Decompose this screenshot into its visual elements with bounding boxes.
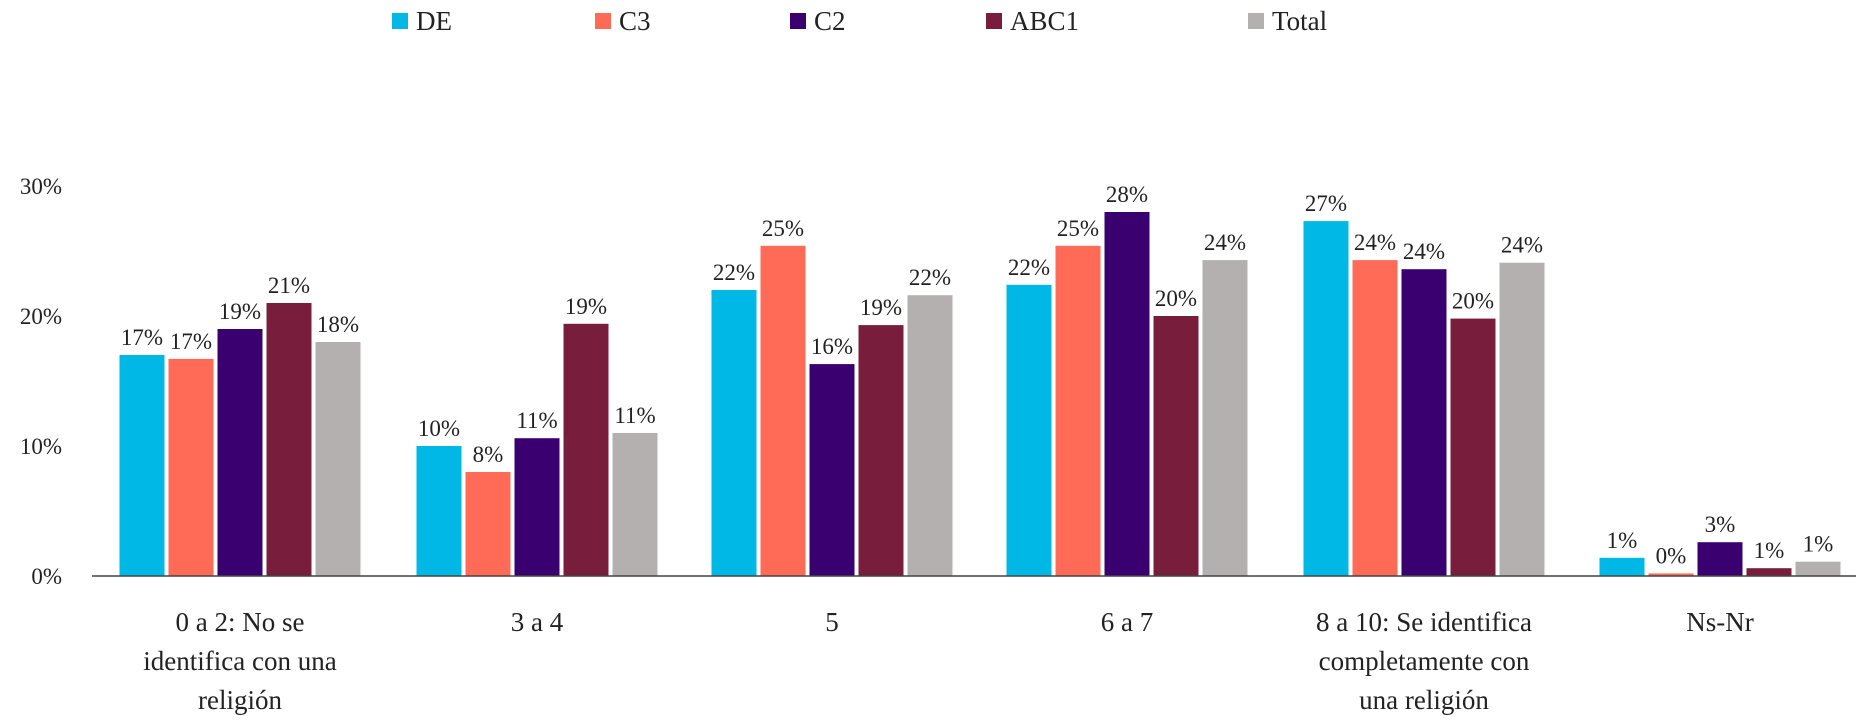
bars: 17% 17% 19% 21% 18% 10% 8% 11% 19% 11% 22% 25% 16% 19…	[119, 182, 1841, 577]
data-label: 20%	[1155, 286, 1197, 311]
legend-swatch-de	[392, 13, 408, 29]
bar-total	[907, 295, 953, 576]
data-label: 27%	[1305, 191, 1347, 216]
data-label: 24%	[1501, 233, 1543, 258]
bar-c2	[217, 329, 263, 576]
legend-swatch-c3	[595, 13, 611, 29]
data-label: 24%	[1354, 230, 1396, 255]
data-label: 24%	[1403, 239, 1445, 264]
data-label: 22%	[909, 265, 951, 290]
data-label: 1%	[1803, 532, 1834, 557]
data-label: 10%	[418, 416, 460, 441]
y-tick-label: 10%	[20, 434, 62, 459]
data-label: 25%	[762, 216, 804, 241]
data-label: 16%	[811, 334, 853, 359]
x-tick-label: 3 a 4	[511, 607, 564, 637]
legend-swatch-c2	[790, 13, 806, 29]
bar-c3	[760, 245, 806, 577]
legend-label-abc1: ABC1	[1010, 6, 1079, 36]
bar-abc1	[858, 325, 904, 576]
bar-abc1	[1746, 568, 1792, 576]
data-label: 19%	[219, 299, 261, 324]
bar-de	[119, 355, 165, 576]
data-label: 28%	[1106, 182, 1148, 207]
legend: DE C3 C2 ABC1 Total	[392, 6, 1327, 36]
legend-label-de: DE	[416, 6, 452, 36]
legend-swatch-abc1	[986, 13, 1002, 29]
bar-c3	[168, 358, 214, 576]
data-label: 24%	[1204, 230, 1246, 255]
x-tick-label: 8 a 10: Se identifica completamente con un…	[1316, 607, 1532, 715]
data-label: 22%	[1008, 255, 1050, 280]
data-label: 11%	[614, 403, 655, 428]
bar-abc1	[266, 303, 312, 576]
bar-total	[1795, 561, 1841, 576]
bar-c3	[1648, 573, 1694, 576]
bar-abc1	[563, 323, 609, 576]
bar-total	[315, 342, 361, 576]
bar-c3	[465, 472, 511, 576]
bar-de	[1303, 221, 1349, 576]
data-label: 18%	[317, 312, 359, 337]
x-tick-label: 0 a 2: No se identifica con una religión	[143, 607, 336, 715]
bar-de	[1006, 284, 1052, 576]
data-label: 21%	[268, 273, 310, 298]
bar-abc1	[1153, 316, 1199, 576]
data-label: 1%	[1754, 538, 1785, 563]
x-tick-label: 6 a 7	[1101, 607, 1153, 637]
bar-c3	[1352, 260, 1398, 576]
data-label: 22%	[713, 260, 755, 285]
bar-abc1	[1450, 318, 1496, 576]
data-label: 19%	[860, 295, 902, 320]
data-label: 17%	[121, 325, 163, 350]
data-label: 0%	[1656, 543, 1687, 568]
legend-label-c2: C2	[814, 6, 846, 36]
bar-c2	[809, 364, 855, 576]
legend-label-c3: C3	[619, 6, 651, 36]
data-label: 25%	[1057, 216, 1099, 241]
y-tick-label: 30%	[20, 174, 62, 199]
y-tick-label: 0%	[31, 564, 62, 589]
y-axis: 0% 10% 20% 30%	[20, 174, 62, 589]
data-label: 20%	[1452, 289, 1494, 314]
x-axis: 0 a 2: No se identifica con una religión 3 …	[92, 575, 1856, 715]
data-label: 19%	[565, 294, 607, 319]
bar-de	[1599, 557, 1645, 576]
data-label: 3%	[1705, 512, 1736, 537]
bar-c2	[1697, 542, 1743, 576]
bar-c2	[1104, 212, 1150, 576]
bar-total	[1202, 260, 1248, 576]
data-label: 17%	[170, 329, 212, 354]
data-label: 8%	[473, 442, 504, 467]
bar-c3	[1055, 245, 1101, 577]
y-tick-label: 20%	[20, 304, 62, 329]
bar-total	[612, 433, 658, 576]
legend-swatch-total	[1248, 13, 1264, 29]
data-label: 1%	[1607, 528, 1638, 553]
x-tick-label: Ns-Nr	[1686, 607, 1754, 637]
bar-c2	[514, 438, 560, 576]
legend-label-total: Total	[1272, 6, 1327, 36]
bar-total	[1499, 262, 1545, 576]
data-label: 11%	[516, 408, 557, 433]
x-tick-label: 5	[825, 607, 839, 637]
bar-de	[416, 446, 462, 576]
bar-c2	[1401, 269, 1447, 576]
bar-de	[711, 290, 757, 576]
